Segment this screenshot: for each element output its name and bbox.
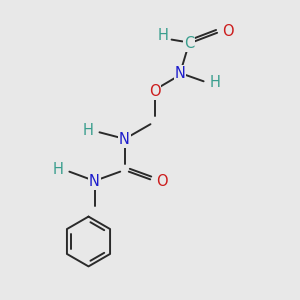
Text: H: H [52,162,63,177]
Text: H: H [82,123,93,138]
Text: H: H [210,75,221,90]
Text: C: C [184,36,194,51]
Text: H: H [158,28,169,44]
Text: N: N [175,66,185,81]
Text: N: N [119,132,130,147]
Text: O: O [222,24,234,39]
Text: O: O [156,174,168,189]
Text: N: N [89,174,100,189]
Text: O: O [149,84,160,99]
